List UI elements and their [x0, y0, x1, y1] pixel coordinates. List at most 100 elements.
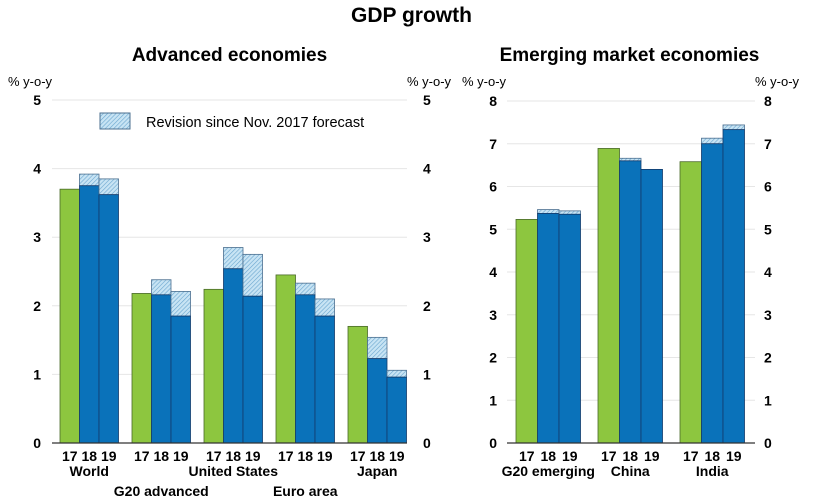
- bar-18-japan: [367, 358, 388, 444]
- bar-revision-18-india: [701, 137, 724, 145]
- y-tick-left: 7: [489, 136, 497, 152]
- bar-17-euro-area: [275, 274, 296, 444]
- bar-19-india: [722, 129, 745, 444]
- bar-revision-19-euro-area: [314, 298, 335, 317]
- y-tick-right: 3: [764, 307, 772, 323]
- y-tick-right: 0: [764, 435, 772, 451]
- bar-revision-18-world: [79, 173, 100, 187]
- y-tick-right: 6: [764, 179, 772, 195]
- x-group-label: China: [611, 463, 650, 479]
- y-tick-right: 1: [423, 366, 431, 382]
- bar-revision-18-g20-emerging: [537, 209, 560, 214]
- y-tick-right: 0: [423, 435, 431, 451]
- bar-19-euro-area: [314, 315, 335, 444]
- x-tick-year: 17: [601, 448, 617, 464]
- panel-title-advanced: Advanced economies: [131, 45, 328, 66]
- bar-19-g20-advanced: [170, 315, 191, 444]
- bar-17-g20-emerging: [515, 219, 538, 444]
- x-tick-year: 18: [540, 448, 556, 464]
- bar-17-india: [679, 161, 702, 444]
- bar-18-g20-advanced: [151, 294, 172, 444]
- bar-18-g20-emerging: [537, 213, 560, 444]
- bar-revision-19-g20-advanced: [170, 290, 191, 317]
- y-tick-left: 1: [33, 366, 41, 382]
- y-tick-left: 0: [489, 435, 497, 451]
- x-group-label: G20 emerging: [502, 463, 595, 479]
- x-tick-year: 17: [62, 448, 78, 464]
- y-axis-unit-left-emerging: % y-o-y: [462, 74, 507, 89]
- bar-18-euro-area: [295, 294, 316, 444]
- bar-17-world: [59, 188, 80, 444]
- x-tick-year: 19: [245, 448, 261, 464]
- x-tick-year: 17: [519, 448, 535, 464]
- bar-17-g20-advanced: [131, 293, 152, 444]
- y-tick-right: 8: [764, 93, 772, 109]
- bar-19-g20-emerging: [558, 213, 581, 444]
- x-tick-year: 17: [683, 448, 699, 464]
- x-tick-year: 18: [297, 448, 313, 464]
- bar-revision-18-euro-area: [295, 282, 316, 296]
- x-group-label: G20 advanced: [114, 483, 209, 499]
- y-tick-right: 5: [764, 221, 772, 237]
- y-tick-right: 4: [423, 161, 431, 177]
- y-tick-left: 2: [489, 350, 497, 366]
- y-tick-right: 2: [423, 298, 431, 314]
- y-tick-right: 5: [423, 92, 431, 108]
- y-tick-left: 3: [489, 307, 497, 323]
- x-tick-year: 19: [726, 448, 742, 464]
- bar-17-china: [597, 148, 620, 444]
- bar-revision-19-india: [722, 124, 745, 131]
- x-group-label: Japan: [357, 463, 397, 479]
- y-tick-right: 1: [764, 392, 772, 408]
- bar-19-china: [640, 168, 663, 444]
- bar-18-china: [619, 160, 642, 444]
- x-tick-year: 19: [562, 448, 578, 464]
- bar-18-world: [79, 185, 100, 444]
- bar-revision-18-united-states: [223, 247, 244, 270]
- x-tick-year: 18: [153, 448, 169, 464]
- x-tick-year: 19: [173, 448, 189, 464]
- bar-18-india: [701, 143, 724, 444]
- y-axis-unit-left-advanced: % y-o-y: [8, 74, 53, 89]
- x-group-label: World: [70, 463, 109, 479]
- y-axis-unit-right-advanced: % y-o-y: [407, 74, 452, 89]
- panel-title-emerging: Emerging market economies: [499, 45, 760, 66]
- x-tick-year: 19: [389, 448, 405, 464]
- bar-revision-19-united-states: [242, 253, 263, 297]
- y-tick-right: 3: [423, 229, 431, 245]
- y-tick-left: 4: [489, 264, 497, 280]
- x-tick-year: 17: [350, 448, 366, 464]
- bar-19-united-states: [242, 295, 263, 444]
- x-tick-year: 17: [278, 448, 294, 464]
- x-group-label: India: [696, 463, 729, 479]
- x-tick-year: 18: [622, 448, 638, 464]
- x-tick-year: 18: [704, 448, 720, 464]
- bar-18-united-states: [223, 268, 244, 444]
- x-tick-year: 17: [134, 448, 150, 464]
- chart-main-title: GDP growth: [351, 4, 472, 27]
- x-tick-year: 18: [369, 448, 385, 464]
- bar-revision-19-japan: [386, 369, 407, 378]
- x-group-label: United States: [189, 463, 279, 479]
- x-tick-year: 18: [81, 448, 97, 464]
- y-tick-left: 1: [489, 392, 497, 408]
- bar-19-world: [98, 194, 119, 444]
- bar-17-united-states: [203, 288, 224, 444]
- y-tick-right: 4: [764, 264, 772, 280]
- bar-revision-18-g20-advanced: [151, 279, 172, 296]
- y-tick-left: 6: [489, 179, 497, 195]
- x-tick-year: 19: [101, 448, 117, 464]
- y-tick-left: 5: [489, 221, 497, 237]
- bar-19-japan: [386, 376, 407, 444]
- y-tick-right: 2: [764, 350, 772, 366]
- y-tick-left: 4: [33, 161, 41, 177]
- y-tick-left: 8: [489, 93, 497, 109]
- legend-swatch-revision: [99, 112, 131, 130]
- bar-17-japan: [347, 325, 368, 444]
- y-tick-left: 3: [33, 229, 41, 245]
- bar-revision-19-world: [98, 178, 119, 196]
- bar-revision-18-japan: [367, 336, 388, 360]
- bar-revision-19-g20-emerging: [558, 210, 581, 215]
- legend-label-revision: Revision since Nov. 2017 forecast: [146, 115, 364, 131]
